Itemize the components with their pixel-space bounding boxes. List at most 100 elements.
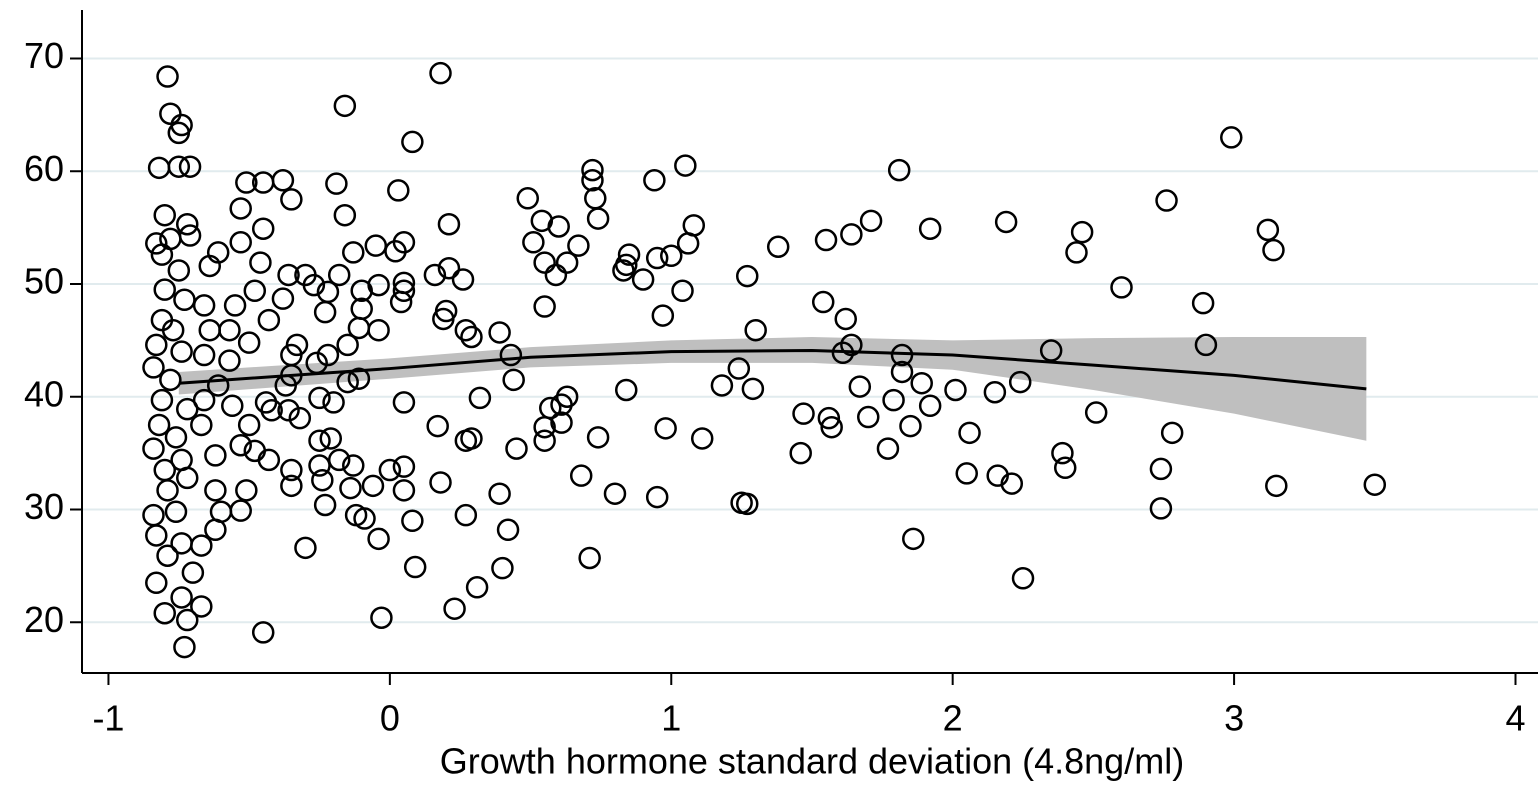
x-tick-label: 0 xyxy=(380,698,400,739)
point xyxy=(319,427,343,450)
point xyxy=(302,273,326,297)
point xyxy=(251,621,275,644)
point xyxy=(859,209,883,233)
point xyxy=(944,378,967,402)
point xyxy=(190,595,213,618)
point xyxy=(1065,241,1088,264)
x-tick-label: 1 xyxy=(661,698,681,739)
point xyxy=(170,340,193,363)
point xyxy=(190,413,213,437)
point xyxy=(429,61,452,85)
point xyxy=(342,454,365,477)
point xyxy=(735,492,759,516)
point xyxy=(792,402,815,425)
point xyxy=(451,268,475,291)
point xyxy=(257,448,281,472)
point xyxy=(645,485,669,509)
point xyxy=(353,507,376,530)
point xyxy=(516,187,539,210)
point xyxy=(1053,456,1077,480)
point xyxy=(164,500,188,524)
point xyxy=(223,294,247,317)
point xyxy=(392,479,416,502)
point xyxy=(308,429,331,452)
point xyxy=(1011,567,1035,590)
point xyxy=(443,597,466,620)
point xyxy=(175,608,199,632)
point xyxy=(288,406,312,430)
point xyxy=(727,357,751,380)
point xyxy=(175,466,199,490)
point xyxy=(401,130,424,154)
point xyxy=(173,635,196,659)
point xyxy=(190,534,213,557)
point xyxy=(1110,276,1133,299)
point xyxy=(339,476,362,500)
point xyxy=(533,295,556,318)
point xyxy=(167,155,191,178)
x-axis-label: Growth hormone standard deviation (4.8ng… xyxy=(440,741,1184,782)
point xyxy=(567,234,590,257)
point xyxy=(206,374,230,397)
point xyxy=(437,212,461,236)
point xyxy=(150,388,174,412)
point xyxy=(902,527,925,551)
point xyxy=(364,234,388,257)
y-tick-label: 70 xyxy=(24,35,64,76)
point xyxy=(1008,370,1032,394)
point xyxy=(631,268,655,291)
point xyxy=(820,415,843,439)
point xyxy=(899,414,922,438)
point xyxy=(164,426,188,449)
point xyxy=(617,243,641,266)
point xyxy=(488,482,511,505)
point xyxy=(674,154,697,177)
point xyxy=(249,251,272,274)
point xyxy=(325,172,348,195)
point xyxy=(502,368,525,392)
point xyxy=(811,290,835,314)
point xyxy=(643,169,666,192)
point xyxy=(221,394,244,418)
point xyxy=(243,279,267,303)
point xyxy=(660,244,683,268)
point xyxy=(280,474,303,498)
point xyxy=(308,454,331,477)
point xyxy=(840,223,863,246)
point xyxy=(156,479,179,502)
point xyxy=(1084,401,1108,424)
point xyxy=(178,155,202,178)
point xyxy=(175,397,199,421)
point xyxy=(167,259,191,282)
point xyxy=(389,290,413,314)
point xyxy=(336,333,359,357)
point xyxy=(603,482,627,505)
point xyxy=(392,455,416,478)
point xyxy=(429,471,452,494)
point xyxy=(198,318,222,342)
point xyxy=(367,318,390,342)
point xyxy=(1265,474,1288,498)
point xyxy=(834,307,857,331)
point xyxy=(876,437,900,460)
point xyxy=(229,197,252,220)
point xyxy=(533,251,556,274)
point xyxy=(496,518,520,542)
point xyxy=(327,263,351,287)
point xyxy=(170,586,193,609)
point xyxy=(271,287,295,310)
point xyxy=(766,235,790,259)
point xyxy=(555,385,579,408)
point xyxy=(586,207,610,230)
point xyxy=(235,171,258,194)
point xyxy=(1363,473,1387,496)
point xyxy=(744,318,767,342)
point xyxy=(1191,291,1215,315)
point xyxy=(280,188,303,211)
point xyxy=(460,427,483,450)
point xyxy=(167,121,191,145)
point xyxy=(1262,238,1285,262)
point xyxy=(994,210,1018,234)
point xyxy=(614,253,638,277)
point xyxy=(153,601,176,625)
